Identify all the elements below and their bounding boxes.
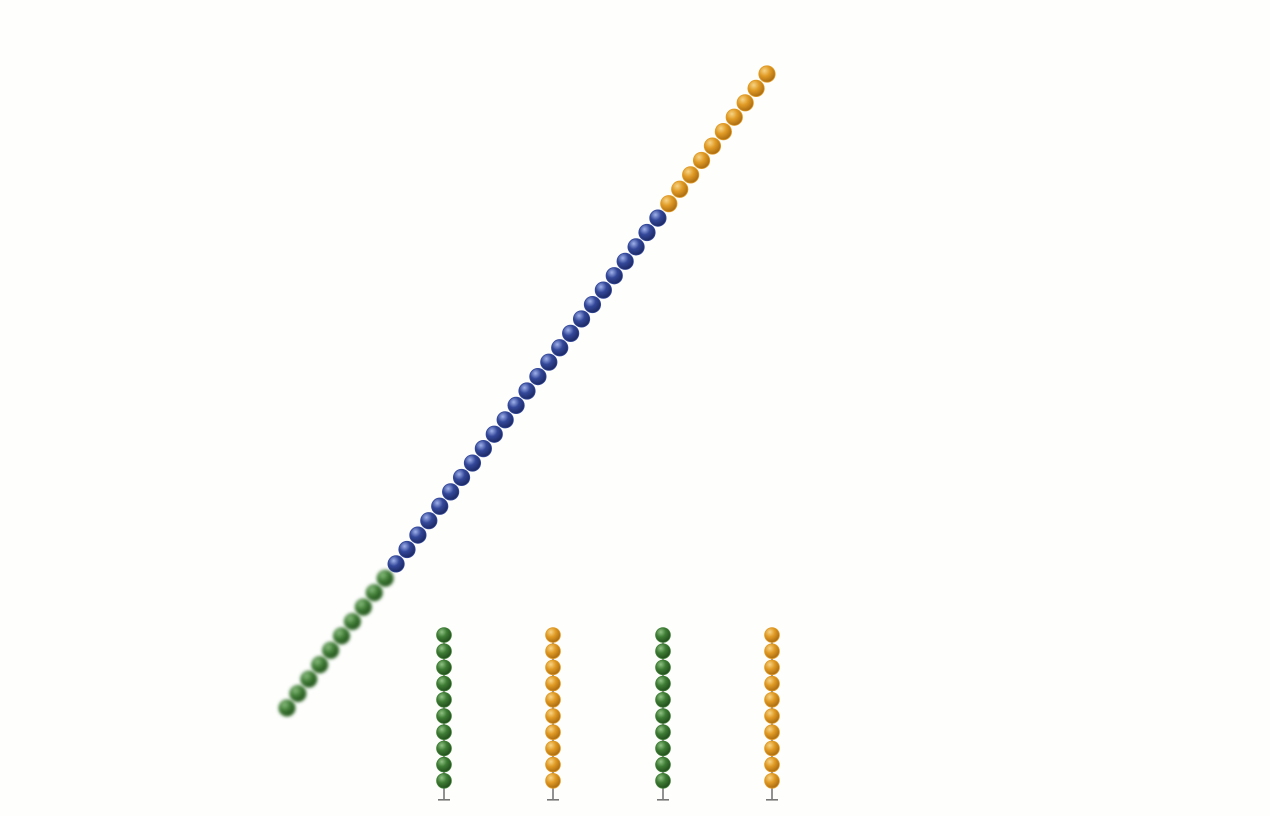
bead-blue[interactable] — [583, 295, 602, 314]
bead-blue[interactable] — [518, 382, 536, 400]
rod-bead-green — [655, 756, 671, 773]
rod-bead-green — [436, 643, 452, 659]
rod-bead-green — [655, 724, 671, 740]
rod-bead-green — [436, 675, 452, 692]
bead-orange[interactable] — [736, 94, 754, 112]
rod-bead-green — [655, 643, 671, 659]
bead-string-diagonal[interactable] — [278, 65, 776, 717]
bead-orange[interactable] — [747, 79, 765, 98]
bead-blue[interactable] — [420, 512, 438, 530]
rod-bead-green — [436, 708, 452, 724]
rod-bead-orange — [545, 643, 561, 659]
bead-green[interactable] — [311, 656, 329, 674]
rod-bead-green — [436, 772, 452, 789]
bead-blue[interactable] — [562, 324, 580, 342]
bead-segment-green[interactable] — [278, 569, 394, 717]
bead-rod-3[interactable] — [655, 627, 671, 801]
bead-green[interactable] — [278, 699, 296, 717]
bead-rod-2[interactable] — [545, 627, 561, 801]
bead-orange[interactable] — [725, 108, 743, 126]
bead-blue[interactable] — [442, 483, 460, 501]
bead-blue[interactable] — [474, 440, 492, 458]
rod-bead-orange — [545, 659, 561, 676]
bead-blue[interactable] — [605, 267, 623, 285]
bead-rod-4[interactable] — [764, 627, 780, 801]
rod-bead-green — [655, 708, 671, 724]
rod-bead-green — [436, 740, 452, 757]
bead-segment-orange[interactable] — [660, 65, 776, 213]
bead-blue[interactable] — [540, 353, 558, 371]
rod-bead-green — [436, 724, 452, 740]
bead-blue[interactable] — [572, 310, 591, 328]
rod-bead-green — [655, 659, 671, 676]
rod-bead-orange — [545, 724, 561, 740]
rod-bead-orange — [764, 643, 780, 659]
bead-blue[interactable] — [638, 223, 656, 242]
bead-green[interactable] — [332, 627, 351, 645]
rod-bead-orange — [545, 708, 561, 724]
bead-green[interactable] — [354, 598, 372, 616]
bead-orange[interactable] — [714, 123, 732, 141]
bead-blue[interactable] — [387, 555, 405, 573]
rod-bead-green — [436, 691, 452, 708]
rod-bead-orange — [764, 659, 780, 676]
bead-orange[interactable] — [660, 195, 678, 213]
bead-orange[interactable] — [692, 151, 711, 170]
rod-bead-orange — [764, 691, 780, 708]
bead-blue[interactable] — [431, 497, 449, 515]
bead-green[interactable] — [376, 569, 394, 587]
bead-blue[interactable] — [507, 396, 525, 415]
bead-green[interactable] — [365, 584, 383, 602]
bead-blue[interactable] — [452, 468, 471, 487]
bead-blue[interactable] — [398, 540, 416, 559]
bead-segment-blue[interactable] — [387, 209, 667, 573]
bead-blue[interactable] — [594, 281, 612, 299]
rod-bead-green — [655, 691, 671, 708]
rod-bead-orange — [545, 740, 561, 757]
bead-blue[interactable] — [616, 252, 634, 270]
rod-bead-orange — [764, 724, 780, 740]
rod-bead-orange — [545, 627, 561, 643]
bead-green[interactable] — [343, 612, 362, 631]
rod-bead-orange — [545, 675, 561, 692]
rod-bead-orange — [545, 756, 561, 773]
bead-green[interactable] — [289, 684, 307, 703]
bead-orange[interactable] — [703, 137, 722, 155]
bead-rods — [436, 627, 780, 801]
rod-bead-orange — [764, 772, 780, 789]
rod-bead-green — [436, 659, 452, 676]
bead-green[interactable] — [322, 641, 340, 659]
rod-bead-orange — [545, 772, 561, 789]
bead-rod-1[interactable] — [436, 627, 452, 801]
bead-blue[interactable] — [551, 339, 569, 357]
bead-blue[interactable] — [627, 238, 645, 256]
bead-blue[interactable] — [649, 209, 667, 227]
rod-bead-green — [436, 627, 452, 643]
bead-orange[interactable] — [758, 65, 776, 83]
bead-blue[interactable] — [485, 425, 503, 443]
rod-bead-orange — [764, 675, 780, 692]
rod-bead-green — [655, 772, 671, 789]
bead-green[interactable] — [300, 670, 318, 688]
rod-bead-green — [655, 675, 671, 692]
bead-blue[interactable] — [463, 454, 482, 472]
bead-orange[interactable] — [671, 180, 689, 198]
rod-bead-orange — [764, 708, 780, 724]
bead-orange[interactable] — [682, 166, 700, 184]
rod-bead-orange — [545, 691, 561, 708]
rod-bead-orange — [764, 627, 780, 643]
rod-bead-orange — [764, 756, 780, 773]
rod-bead-green — [436, 756, 452, 773]
bead-blue[interactable] — [409, 526, 427, 544]
rod-bead-orange — [764, 740, 780, 757]
bead-blue[interactable] — [529, 367, 547, 386]
bead-blue[interactable] — [496, 411, 514, 429]
rod-bead-green — [655, 627, 671, 643]
rod-bead-green — [655, 740, 671, 757]
